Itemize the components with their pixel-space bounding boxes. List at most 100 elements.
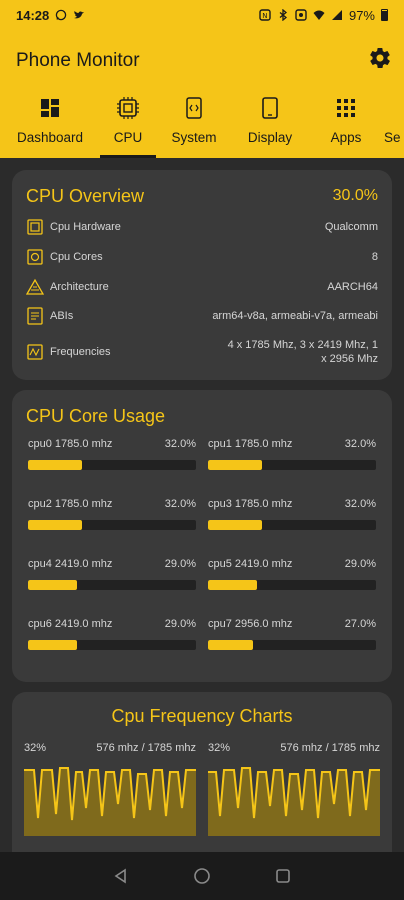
overview-row-abis: ABIs arm64-v8a, armeabi-v7a, armeabi bbox=[26, 307, 378, 325]
core-name: cpu0 1785.0 mhz bbox=[28, 438, 113, 450]
abi-icon bbox=[27, 307, 43, 325]
core-percent: 29.0% bbox=[344, 558, 376, 570]
core-usage-track bbox=[28, 580, 196, 590]
tab-label: Display bbox=[247, 130, 293, 145]
data-saver-icon bbox=[295, 9, 307, 21]
core-usage-fill bbox=[28, 640, 77, 650]
core-usage-fill bbox=[208, 460, 262, 470]
overview-value-line2: x 2956 Mhz bbox=[321, 353, 378, 365]
core-percent: 32.0% bbox=[164, 498, 196, 510]
core-usage-fill bbox=[208, 640, 254, 650]
chart-frequency: 576 mhz / 1785 mhz bbox=[280, 742, 380, 754]
frequency-icon bbox=[27, 344, 43, 360]
core-usage-item: cpu5 2419.0 mhz 29.0% bbox=[208, 558, 376, 598]
core-usage-item: cpu2 1785.0 mhz 32.0% bbox=[28, 498, 196, 538]
tab-label: CPU bbox=[113, 130, 143, 145]
chart-percent: 32% bbox=[208, 742, 231, 754]
grid-icon bbox=[334, 96, 358, 120]
core-usage-item: cpu0 1785.0 mhz 32.0% bbox=[28, 438, 196, 478]
core-usage-item: cpu4 2419.0 mhz 29.0% bbox=[28, 558, 196, 598]
dashboard-icon bbox=[38, 96, 62, 120]
core-usage-track bbox=[28, 520, 196, 530]
overview-label: ABIs bbox=[50, 310, 74, 322]
overview-row-architecture: Architecture AARCH64 bbox=[26, 278, 378, 296]
overview-value: Qualcomm bbox=[324, 221, 378, 233]
status-right-icons: N 97% bbox=[259, 8, 388, 23]
core-usage-track bbox=[28, 640, 196, 650]
core-usage-item: cpu7 2956.0 mhz 27.0% bbox=[208, 618, 376, 658]
core-usage-item: cpu3 1785.0 mhz 32.0% bbox=[208, 498, 376, 538]
whatsapp-icon bbox=[56, 9, 67, 21]
svg-text:N: N bbox=[262, 12, 267, 20]
frequency-waveform bbox=[24, 767, 196, 836]
core-usage-card: CPU Core Usage cpu0 1785.0 mhz 32.0% cpu1 … bbox=[12, 390, 392, 682]
back-icon bbox=[114, 868, 126, 884]
home-icon bbox=[194, 868, 210, 884]
tab-cpu[interactable]: CPU bbox=[100, 92, 156, 158]
back-button[interactable] bbox=[109, 864, 133, 888]
overview-row-cores: Cpu Cores 8 bbox=[26, 248, 378, 266]
core-name: cpu6 2419.0 mhz bbox=[28, 618, 113, 630]
system-nav-bar bbox=[0, 852, 404, 900]
overview-value: 4 x 1785 Mhz, 3 x 2419 Mhz, 1 x 2956 Mhz bbox=[228, 338, 378, 366]
tab-display[interactable]: Display bbox=[232, 92, 308, 158]
gear-icon[interactable] bbox=[368, 46, 392, 70]
freq-charts-title: Cpu Frequency Charts bbox=[111, 706, 293, 726]
cores-icon bbox=[27, 249, 43, 265]
core-usage-track bbox=[208, 640, 376, 650]
core-usage-item: cpu1 1785.0 mhz 32.0% bbox=[208, 438, 376, 478]
tab-partial[interactable]: Se bbox=[384, 92, 404, 158]
overview-value: 8 bbox=[371, 251, 378, 263]
tab-dashboard[interactable]: Dashboard bbox=[0, 92, 100, 158]
frequency-waveform bbox=[208, 767, 380, 836]
overview-row-hardware: Cpu Hardware Qualcomm bbox=[26, 218, 378, 236]
tab-label: Apps bbox=[330, 130, 362, 145]
cpu-overview-title: CPU Overview bbox=[26, 186, 145, 206]
core-percent: 32.0% bbox=[164, 438, 196, 450]
chart-percent: 32% bbox=[24, 742, 47, 754]
cpu-overview-card: CPU Overview 30.0% Cpu Hardware Qualcomm… bbox=[12, 170, 392, 380]
cpu-content[interactable]: CPU Overview 30.0% Cpu Hardware Qualcomm… bbox=[0, 158, 404, 852]
freq-chart: 32% 576 mhz / 1785 mhz bbox=[208, 742, 380, 836]
tab-label: System bbox=[171, 130, 217, 145]
recents-button[interactable] bbox=[271, 864, 295, 888]
status-bar: 14:28 N 97% bbox=[0, 0, 404, 30]
code-window-icon bbox=[182, 96, 206, 120]
overview-label: Architecture bbox=[50, 281, 109, 293]
bluetooth-icon bbox=[279, 9, 287, 21]
recents-icon bbox=[276, 869, 291, 883]
core-name: cpu3 1785.0 mhz bbox=[208, 498, 293, 510]
overview-value: arm64-v8a, armeabi-v7a, armeabi bbox=[212, 310, 378, 322]
tab-label: Se bbox=[384, 130, 401, 145]
tab-system[interactable]: System bbox=[156, 92, 232, 158]
overview-row-frequencies: Frequencies 4 x 1785 Mhz, 3 x 2419 Mhz, … bbox=[26, 338, 378, 366]
core-usage-fill bbox=[28, 460, 82, 470]
core-percent: 29.0% bbox=[164, 618, 196, 630]
core-name: cpu2 1785.0 mhz bbox=[28, 498, 113, 510]
overview-label: Cpu Hardware bbox=[50, 221, 121, 233]
tab-bar: Dashboard CPU System Display bbox=[0, 92, 404, 158]
twitter-icon bbox=[74, 11, 85, 19]
overview-label: Frequencies bbox=[50, 346, 111, 358]
core-usage-item: cpu6 2419.0 mhz 29.0% bbox=[28, 618, 196, 658]
core-percent: 27.0% bbox=[344, 618, 376, 630]
chip-icon bbox=[116, 96, 140, 120]
core-usage-title: CPU Core Usage bbox=[26, 406, 166, 426]
tab-apps[interactable]: Apps bbox=[308, 92, 384, 158]
home-button[interactable] bbox=[190, 864, 214, 888]
tab-partial-icon-slot bbox=[384, 96, 404, 120]
freq-charts-card: Cpu Frequency Charts 32% 576 mhz / 1785 … bbox=[12, 692, 392, 852]
core-percent: 32.0% bbox=[344, 498, 376, 510]
battery-icon bbox=[381, 9, 388, 21]
phone-icon bbox=[258, 96, 282, 120]
overview-value: AARCH64 bbox=[327, 281, 378, 293]
app-bar: Phone Monitor Dashboard CPU Sys bbox=[0, 30, 404, 158]
app-title: Phone Monitor bbox=[16, 50, 140, 71]
battery-percent: 97% bbox=[348, 7, 375, 23]
core-usage-track bbox=[208, 520, 376, 530]
core-usage-fill bbox=[208, 520, 262, 530]
nfc-icon: N bbox=[259, 9, 271, 21]
freq-chart: 32% 576 mhz / 1785 mhz bbox=[24, 742, 196, 836]
core-usage-track bbox=[28, 460, 196, 470]
